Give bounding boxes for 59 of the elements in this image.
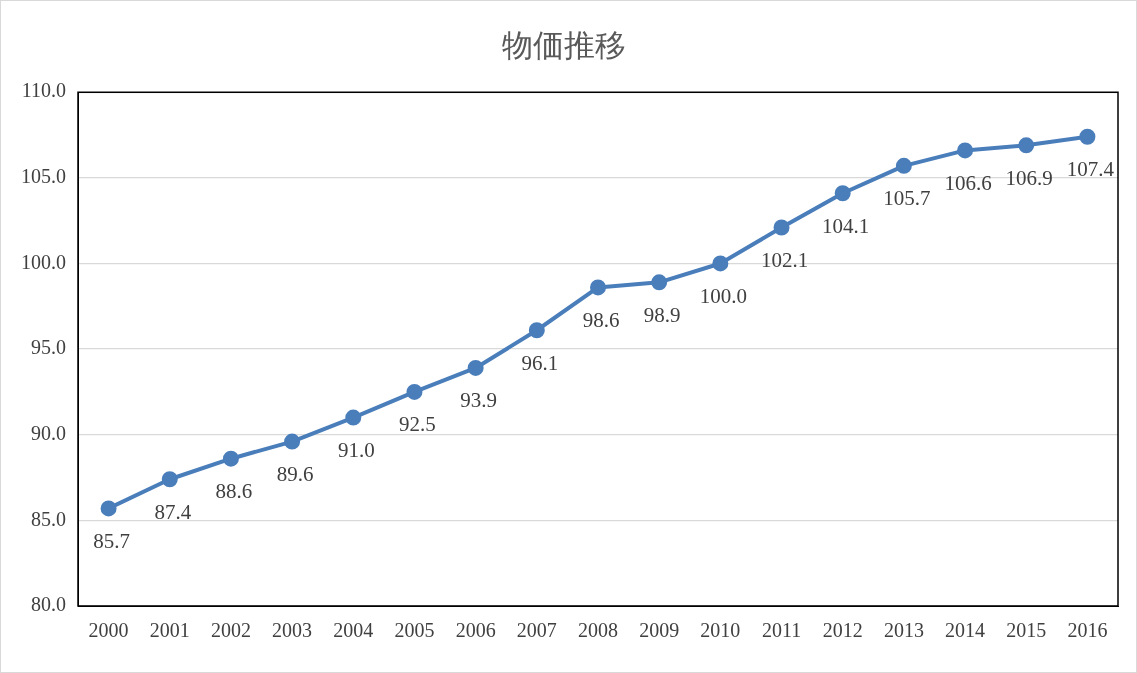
x-tick-label: 2016 (1067, 619, 1108, 642)
y-tick-label: 90.0 (31, 421, 66, 444)
data-label: 100.0 (699, 283, 747, 308)
point (406, 383, 423, 400)
data-label: 104.1 (822, 213, 870, 238)
x-tick-label: 2009 (639, 619, 680, 642)
data-label: 106.9 (1005, 165, 1053, 190)
x-tick-label: 2003 (272, 619, 313, 642)
y-tick-label: 105.0 (21, 165, 66, 188)
x-tick-label: 2015 (1006, 619, 1047, 642)
point (222, 450, 239, 467)
x-tick-label: 2002 (210, 619, 251, 642)
x-tick-label: 2014 (945, 619, 986, 642)
data-label: 96.1 (521, 350, 559, 375)
x-tick-label: 2005 (394, 619, 435, 642)
point (834, 185, 851, 202)
data-label: 102.1 (760, 248, 809, 273)
point (895, 157, 912, 174)
x-tick-label: 2001 (149, 619, 190, 642)
point (1018, 137, 1035, 154)
point (712, 255, 729, 272)
point (161, 471, 178, 488)
data-label: 89.6 (276, 462, 314, 487)
data-label: 93.9 (460, 388, 498, 413)
point (345, 409, 362, 426)
data-label: 91.0 (337, 438, 375, 463)
x-tick-label: 2010 (700, 619, 741, 642)
data-label: 88.6 (215, 479, 253, 504)
point (528, 322, 545, 339)
x-tick-label: 2007 (516, 619, 557, 642)
data-label: 92.5 (399, 412, 436, 437)
point (100, 500, 117, 517)
point (773, 219, 790, 236)
data-label: 85.7 (93, 528, 130, 553)
x-tick-label: 2000 (88, 619, 129, 642)
point (1079, 128, 1096, 145)
x-tick-label: 2011 (761, 619, 802, 642)
data-label: 98.6 (582, 307, 620, 332)
x-tick-label: 2004 (333, 619, 374, 642)
x-tick-label: 2008 (578, 619, 618, 642)
y-tick-label: 100.0 (21, 250, 66, 273)
point (467, 359, 484, 376)
y-tick-label: 80.0 (31, 593, 66, 616)
point (590, 279, 606, 296)
data-label: 106.6 (944, 170, 992, 195)
x-tick-label: 2012 (822, 619, 863, 642)
y-tick-label: 110.0 (21, 79, 66, 102)
chart-title: 物価推移 (501, 26, 626, 63)
point (651, 274, 668, 291)
y-tick-label: 95.0 (31, 336, 66, 359)
data-label: 107.4 (1066, 157, 1115, 182)
point (957, 142, 974, 159)
data-label: 98.9 (643, 302, 681, 327)
data-label: 87.4 (154, 499, 192, 524)
x-tick-label: 2006 (455, 619, 496, 642)
x-tick-label: 2013 (883, 619, 924, 642)
point (284, 433, 301, 450)
data-label: 105.7 (883, 186, 931, 211)
y-tick-label: 85.0 (31, 507, 66, 530)
